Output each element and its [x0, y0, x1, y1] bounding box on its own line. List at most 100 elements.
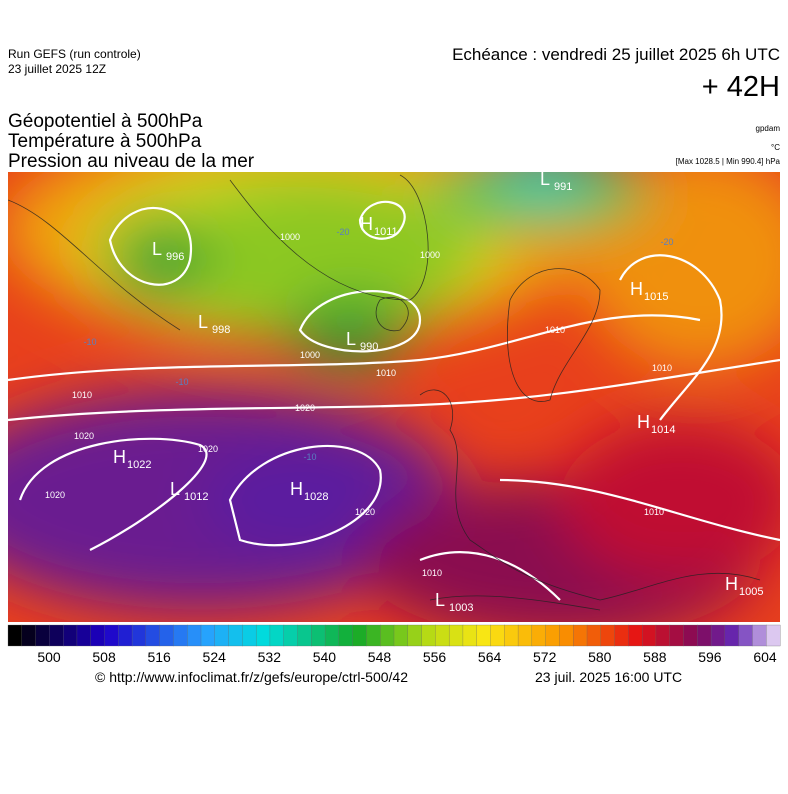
isobar-label: 1000: [300, 350, 320, 360]
colorbar-swatch: [187, 624, 202, 647]
colorbar-swatch: [104, 624, 119, 647]
colorbar-swatch: [421, 624, 436, 647]
center-letter: L: [152, 239, 162, 259]
center-letter: L: [346, 329, 356, 349]
map: [8, 172, 780, 622]
colorbar-swatch: [628, 624, 643, 647]
colorbar-tick-label: 596: [698, 649, 722, 665]
colorbar-tick-label: 516: [147, 649, 171, 665]
colorbar-swatch: [448, 624, 464, 647]
colorbar-tick-label: 508: [92, 649, 116, 665]
colorbar-swatch: [462, 624, 478, 647]
colorbar-swatch: [586, 624, 602, 647]
center-value: 1012: [184, 491, 208, 503]
colorbar-swatch: [7, 624, 23, 647]
center-letter: L: [540, 169, 550, 189]
isobar-label: 1010: [72, 390, 92, 400]
colorbar-tick-label: 532: [258, 649, 282, 665]
colorbar-swatch: [311, 624, 326, 647]
center-letter: H: [360, 214, 373, 234]
colorbar-swatch: [641, 624, 657, 647]
colorbar-swatch: [131, 624, 147, 647]
colorbar-tick-label: 580: [588, 649, 612, 665]
center-letter: H: [290, 479, 303, 499]
colorbar-swatch: [90, 624, 105, 647]
colorbar-swatch: [435, 624, 450, 647]
center-value: 1005: [739, 586, 763, 598]
center-value: 1022: [127, 459, 151, 471]
colorbar-swatch: [255, 624, 271, 647]
colorbar-swatch: [76, 624, 92, 647]
isobar-label: 1000: [420, 250, 440, 260]
isobar-label: 1020: [45, 490, 65, 500]
lead-time: + 42H: [702, 71, 780, 103]
unit: gpdam: [756, 124, 781, 133]
center-letter: H: [725, 574, 738, 594]
colorbar-swatch: [738, 624, 753, 647]
colorbar-swatch: [490, 624, 505, 647]
title: Température à 500hPa: [8, 131, 202, 152]
colorbar-swatch: [724, 624, 740, 647]
colorbar-tick-label: 500: [37, 649, 61, 665]
colorbar-swatch: [173, 624, 188, 647]
colorbar-swatch: [200, 624, 216, 647]
colorbar-swatch: [35, 624, 50, 647]
colorbar-swatch: [393, 624, 409, 647]
colorbar-swatch: [752, 624, 767, 647]
colorbar-swatch: [655, 624, 671, 647]
colorbar-swatch: [352, 624, 367, 647]
center-value: 996: [166, 251, 184, 263]
colorbar-swatch: [559, 624, 574, 647]
colorbar-swatch: [517, 624, 533, 647]
unit: °C: [771, 143, 780, 152]
isobar-label: 1010: [545, 325, 565, 335]
colorbar-swatch: [531, 624, 547, 647]
source-url: © http://www.infoclimat.fr/z/gefs/europe…: [95, 669, 408, 685]
colorbar-swatch: [380, 624, 395, 647]
colorbar-swatch: [228, 624, 243, 647]
colorbar-swatch: [49, 624, 64, 647]
colorbar-swatch: [324, 624, 340, 647]
colorbar-swatch: [697, 624, 712, 647]
colorbar-tick-label: 524: [203, 649, 227, 665]
colorbar-swatch: [669, 624, 684, 647]
colorbar-tick-label: 548: [368, 649, 392, 665]
generated-time: 23 juil. 2025 16:00 UTC: [535, 669, 682, 685]
colorbar-swatch: [297, 624, 312, 647]
temperature-label: -10: [175, 377, 188, 387]
isobar-label: 1000: [280, 232, 300, 242]
colorbar-swatch: [242, 624, 257, 647]
colorbar-swatch: [62, 624, 78, 647]
temperature-label: -10: [83, 337, 96, 347]
colorbar-swatch: [476, 624, 491, 647]
center-value: 1003: [449, 602, 473, 614]
colorbar-swatch: [766, 624, 781, 647]
colorbar-swatch: [338, 624, 354, 647]
colorbar-swatch: [283, 624, 298, 647]
temperature-label: -10: [303, 452, 316, 462]
title: Géopotentiel à 500hPa: [8, 111, 203, 132]
unit: [Max 1028.5 | Min 990.4] hPa: [676, 157, 781, 166]
colorbar-swatch: [21, 624, 37, 647]
isobar-label: 1010: [422, 568, 442, 578]
colorbar-tick-label: 564: [478, 649, 502, 665]
run-date: 23 juillet 2025 12Z: [8, 62, 106, 76]
colorbar-swatch: [407, 624, 423, 647]
isobar-label: 1010: [644, 507, 664, 517]
center-letter: H: [637, 412, 650, 432]
center-value: 991: [554, 181, 572, 193]
title: Pression au niveau de la mer: [8, 151, 255, 172]
center-letter: L: [170, 479, 180, 499]
isobar-label: 1020: [295, 403, 315, 413]
colorbar-tick-label: 540: [313, 649, 337, 665]
center-value: 1015: [644, 291, 668, 303]
echeance: Echéance : vendredi 25 juillet 2025 6h U…: [452, 45, 780, 64]
colorbar-swatch: [573, 624, 588, 647]
colorbar-swatch: [366, 624, 381, 647]
colorbar-tick-label: 604: [753, 649, 777, 665]
colorbar-swatch: [145, 624, 161, 647]
center-value: 1014: [651, 424, 675, 436]
colorbar-swatch: [600, 624, 616, 647]
isobar-label: 1020: [355, 507, 375, 517]
